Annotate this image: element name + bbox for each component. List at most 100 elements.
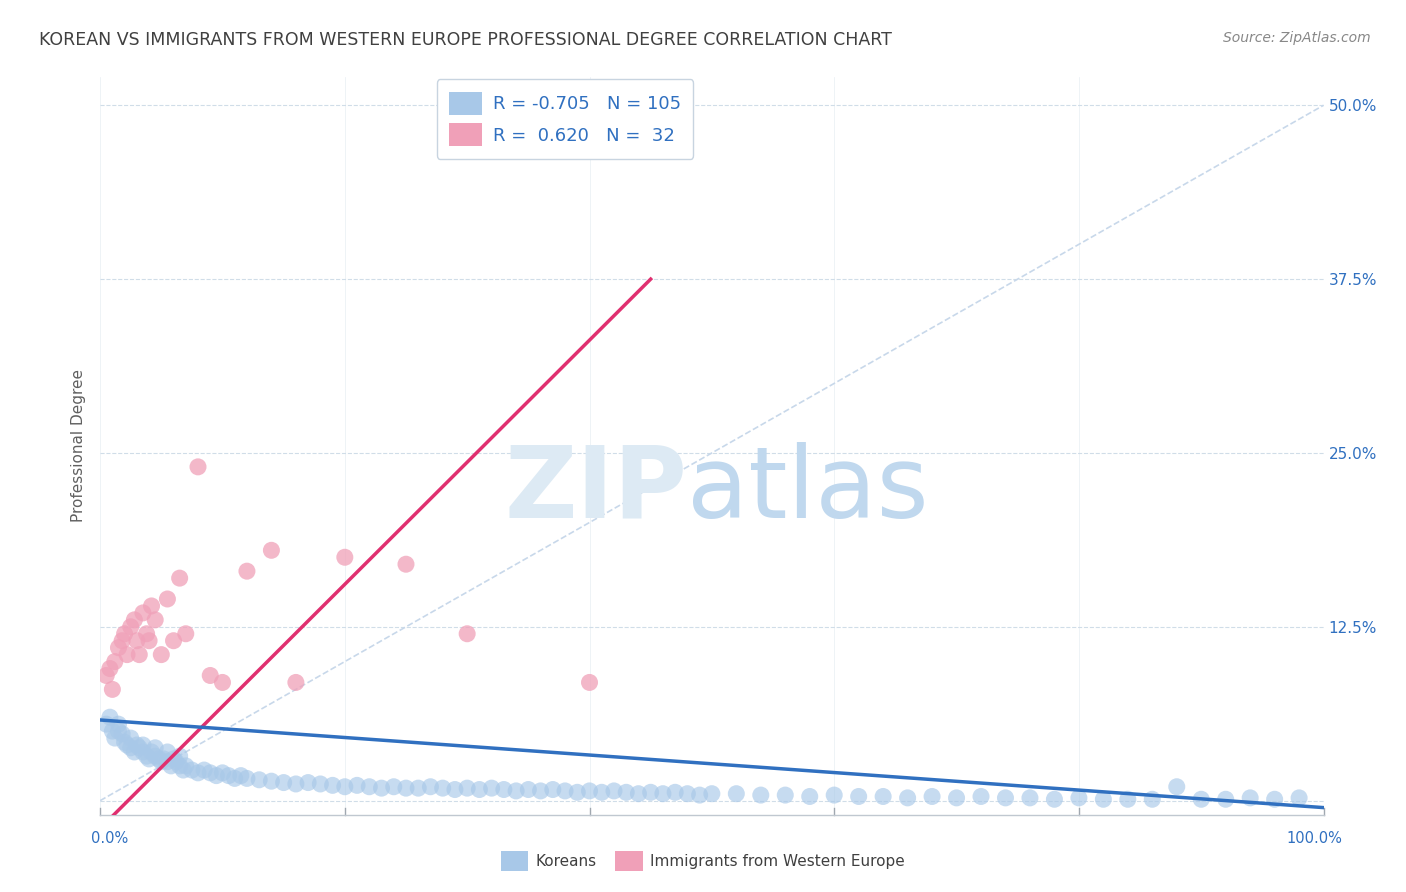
- Point: [529, 784, 551, 798]
- Point: [111, 633, 134, 648]
- Point: [104, 655, 127, 669]
- Point: [456, 626, 478, 640]
- Point: [187, 765, 209, 780]
- Point: [200, 765, 222, 780]
- Point: [614, 785, 637, 799]
- Point: [169, 759, 191, 773]
- Text: 0.0%: 0.0%: [91, 831, 128, 846]
- Point: [162, 752, 184, 766]
- Point: [98, 710, 121, 724]
- Point: [1264, 792, 1286, 806]
- Point: [1215, 792, 1237, 806]
- Point: [218, 769, 240, 783]
- Point: [160, 759, 183, 773]
- Point: [333, 780, 356, 794]
- Point: [578, 675, 600, 690]
- Point: [848, 789, 870, 804]
- Point: [143, 749, 166, 764]
- Point: [143, 613, 166, 627]
- Point: [651, 787, 673, 801]
- Point: [156, 755, 179, 769]
- Point: [120, 620, 142, 634]
- Point: [492, 782, 515, 797]
- Point: [775, 788, 797, 802]
- Point: [541, 782, 564, 797]
- Point: [107, 717, 129, 731]
- Point: [205, 769, 228, 783]
- Point: [273, 775, 295, 789]
- Point: [132, 745, 155, 759]
- Point: [676, 787, 699, 801]
- Point: [591, 785, 613, 799]
- Point: [124, 613, 146, 627]
- Point: [419, 780, 441, 794]
- Point: [138, 752, 160, 766]
- Text: Source: ZipAtlas.com: Source: ZipAtlas.com: [1223, 31, 1371, 45]
- Point: [1019, 790, 1042, 805]
- Point: [921, 789, 943, 804]
- Point: [309, 777, 332, 791]
- Point: [211, 765, 233, 780]
- Point: [156, 745, 179, 759]
- Point: [125, 738, 148, 752]
- Point: [132, 738, 155, 752]
- Point: [125, 633, 148, 648]
- Point: [689, 788, 711, 802]
- Point: [640, 785, 662, 799]
- Point: [169, 749, 191, 764]
- Point: [517, 782, 540, 797]
- Point: [1189, 792, 1212, 806]
- Point: [395, 781, 418, 796]
- Point: [115, 648, 138, 662]
- Point: [236, 772, 259, 786]
- Point: [664, 785, 686, 799]
- Point: [749, 788, 772, 802]
- Point: [128, 648, 150, 662]
- Point: [382, 780, 405, 794]
- Point: [120, 731, 142, 745]
- Point: [567, 785, 589, 799]
- Point: [143, 740, 166, 755]
- Point: [1043, 792, 1066, 806]
- Point: [406, 781, 429, 796]
- Point: [432, 781, 454, 796]
- Point: [165, 755, 187, 769]
- Point: [872, 789, 894, 804]
- Point: [603, 784, 626, 798]
- Point: [114, 735, 136, 749]
- Point: [236, 564, 259, 578]
- Point: [359, 780, 381, 794]
- Point: [150, 755, 173, 769]
- Point: [395, 558, 418, 572]
- Point: [174, 626, 197, 640]
- Point: [114, 626, 136, 640]
- Point: [115, 738, 138, 752]
- Point: [156, 592, 179, 607]
- Point: [1239, 790, 1261, 805]
- Point: [148, 752, 170, 766]
- Point: [1288, 790, 1310, 805]
- Point: [284, 675, 307, 690]
- Point: [823, 788, 845, 802]
- Text: 100.0%: 100.0%: [1286, 831, 1343, 846]
- Point: [150, 648, 173, 662]
- Point: [284, 777, 307, 791]
- Point: [725, 787, 748, 801]
- Point: [111, 727, 134, 741]
- Point: [174, 759, 197, 773]
- Point: [505, 784, 527, 798]
- Point: [101, 724, 124, 739]
- Point: [346, 778, 368, 792]
- Point: [187, 459, 209, 474]
- Point: [247, 772, 270, 787]
- Point: [124, 745, 146, 759]
- Legend: Koreans, Immigrants from Western Europe: Koreans, Immigrants from Western Europe: [495, 846, 911, 877]
- Text: atlas: atlas: [688, 442, 929, 539]
- Point: [627, 787, 650, 801]
- Point: [994, 790, 1017, 805]
- Point: [456, 781, 478, 796]
- Text: ZIP: ZIP: [505, 442, 688, 539]
- Point: [1166, 780, 1188, 794]
- Point: [128, 740, 150, 755]
- Point: [101, 682, 124, 697]
